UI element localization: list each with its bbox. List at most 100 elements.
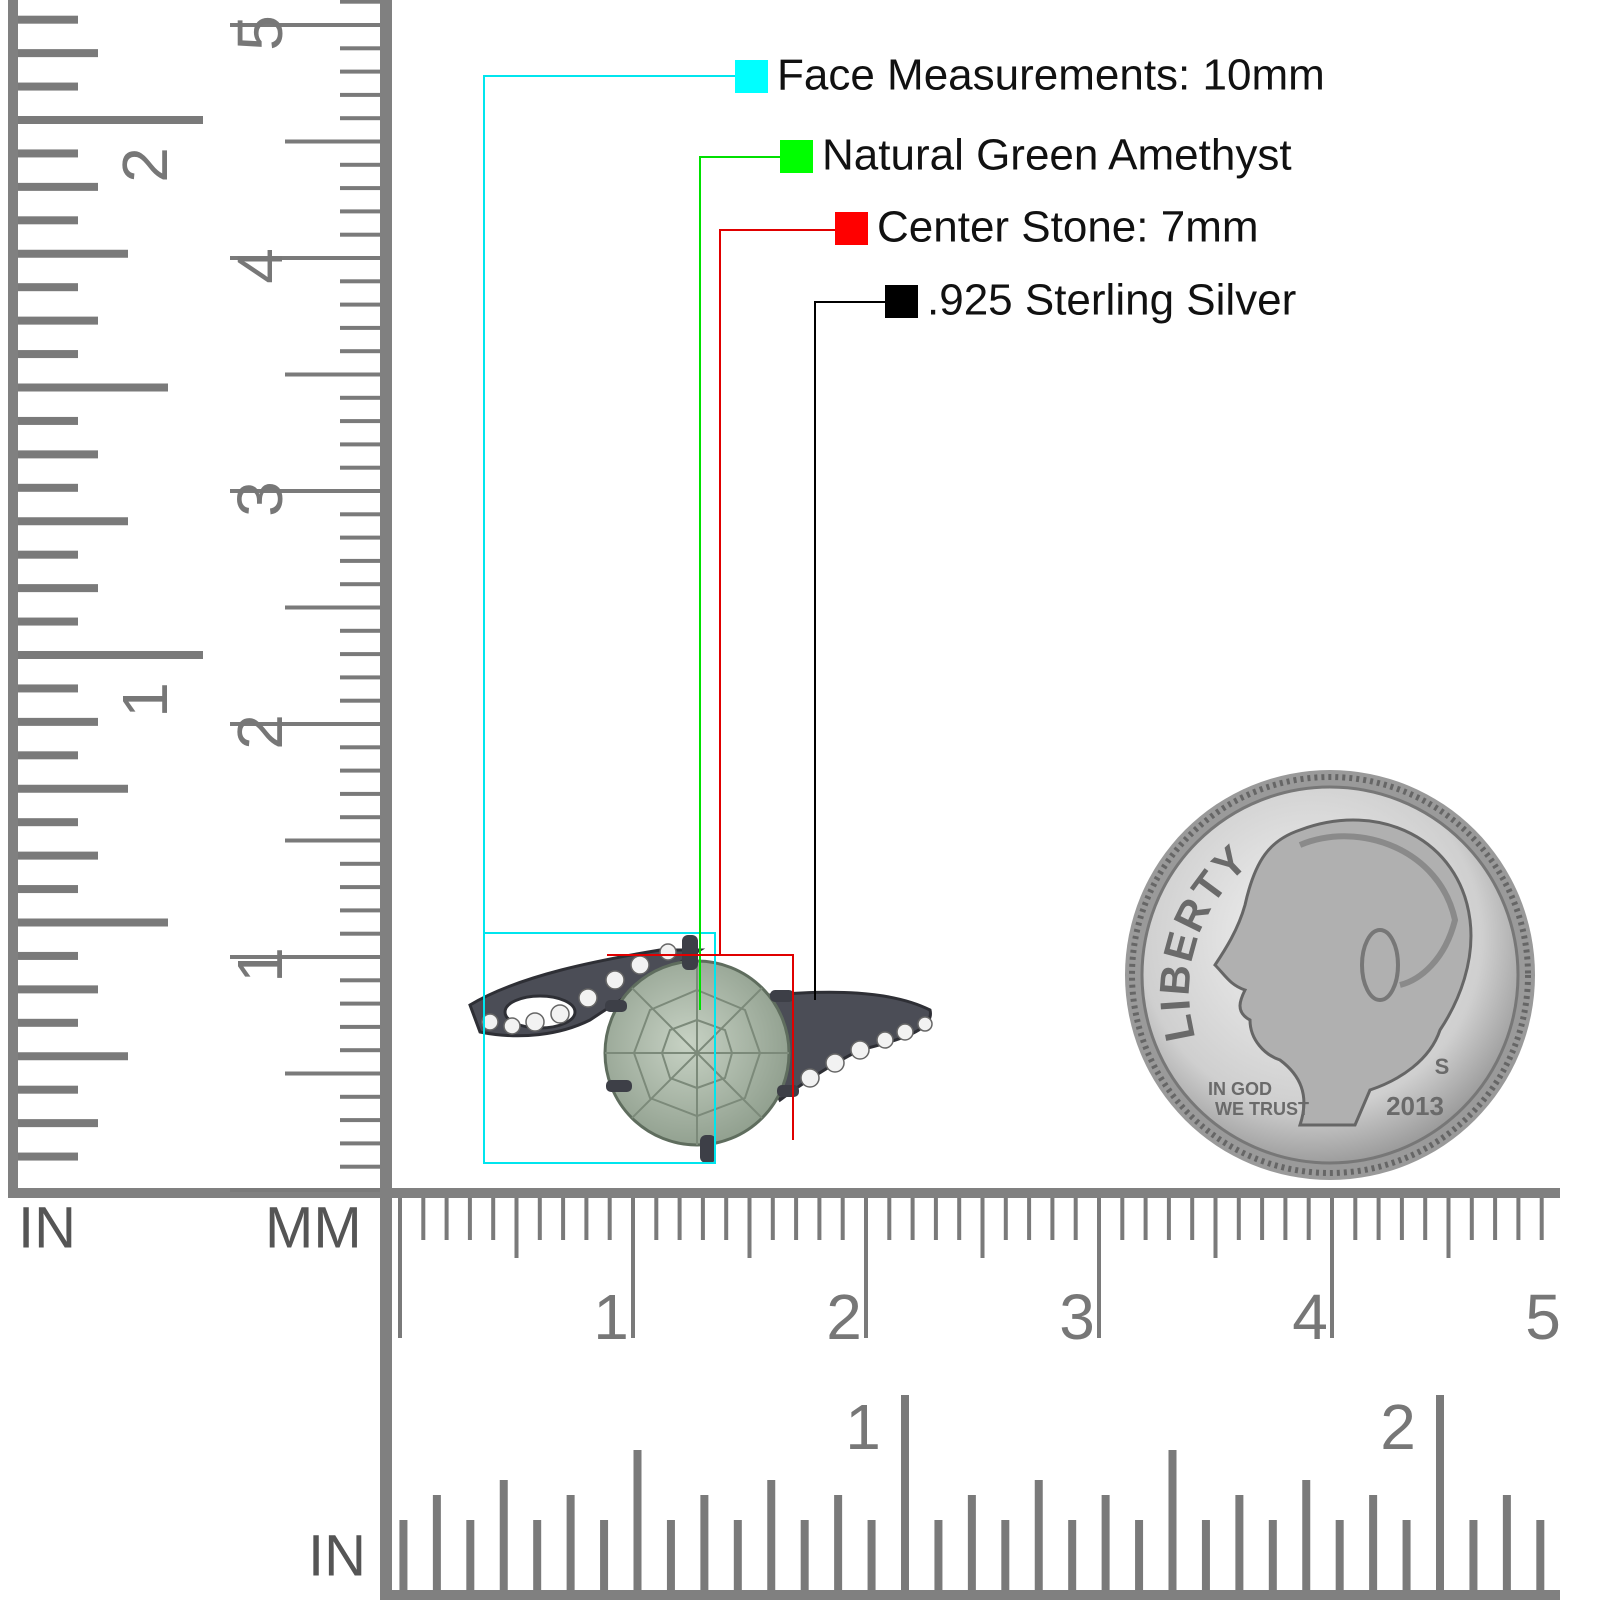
tick <box>840 1198 845 1240</box>
ruler-edge <box>8 1188 1560 1198</box>
rulers <box>8 0 1560 1600</box>
tick <box>747 1198 752 1258</box>
ruler-edge <box>8 0 18 1198</box>
tick <box>399 1520 408 1590</box>
tick <box>1446 1198 1451 1258</box>
tick <box>340 1141 380 1146</box>
tick <box>631 1198 635 1338</box>
tick <box>901 1395 909 1590</box>
tick <box>1283 1198 1288 1240</box>
tick <box>1335 1520 1344 1590</box>
tick <box>1120 1198 1125 1240</box>
tick <box>340 815 380 820</box>
tick <box>18 49 98 58</box>
legend-swatch <box>835 212 868 245</box>
tick <box>340 302 380 307</box>
tick <box>1168 1450 1177 1590</box>
tick <box>340 1094 380 1099</box>
tick <box>1260 1198 1265 1240</box>
tick <box>867 1520 876 1590</box>
tick <box>1536 1520 1545 1590</box>
tick <box>230 23 380 27</box>
tick <box>817 1198 822 1240</box>
tick <box>967 1495 976 1590</box>
tick <box>18 1119 98 1128</box>
tick <box>340 698 380 703</box>
ruler-label: 4 <box>1292 1281 1328 1353</box>
tick <box>1236 1198 1241 1240</box>
tick <box>230 489 380 493</box>
tick <box>700 1495 709 1590</box>
tick <box>230 256 380 260</box>
tick <box>444 1198 449 1240</box>
tick <box>1135 1520 1144 1590</box>
tick <box>677 1198 682 1240</box>
ruler-label: 1 <box>845 1391 881 1463</box>
tick <box>1539 1198 1544 1240</box>
unit-label: IN <box>18 1195 76 1260</box>
tick <box>18 149 78 158</box>
tick <box>1516 1198 1521 1240</box>
tick <box>340 1118 380 1123</box>
tick <box>340 628 380 633</box>
tick <box>285 1071 380 1076</box>
ruler-label: 2 <box>1380 1391 1416 1463</box>
tick <box>340 186 380 191</box>
tick <box>340 885 380 890</box>
tick <box>18 818 78 827</box>
tick <box>18 651 203 659</box>
tick <box>18 316 98 325</box>
tick <box>340 325 380 330</box>
tick <box>1402 1520 1411 1590</box>
coin-motto: WE TRUST <box>1215 1099 1309 1119</box>
tick <box>340 558 380 563</box>
tick <box>514 1198 519 1258</box>
tick <box>1034 1480 1043 1590</box>
tick <box>18 283 78 292</box>
tick <box>1143 1198 1148 1240</box>
tick <box>340 582 380 587</box>
ruler-label: 2 <box>826 1281 862 1353</box>
tick <box>1201 1520 1210 1590</box>
tick <box>700 1198 705 1240</box>
tick <box>18 717 98 726</box>
tick <box>340 232 380 237</box>
tick <box>18 1052 128 1061</box>
tick <box>1469 1198 1474 1240</box>
ruler-label: 1 <box>109 682 181 718</box>
tick <box>18 684 78 693</box>
tick <box>957 1198 962 1240</box>
ruler-label: 4 <box>224 248 296 284</box>
tick <box>18 249 128 258</box>
legend-label: Center Stone: 7mm <box>877 203 1259 252</box>
tick <box>18 885 78 894</box>
tick <box>340 791 380 796</box>
tick <box>584 1198 589 1240</box>
tick <box>340 1001 380 1006</box>
tick <box>491 1198 496 1240</box>
tick <box>1068 1520 1077 1590</box>
tick <box>18 116 203 124</box>
tick <box>1213 1198 1218 1258</box>
coin-mint-mark: S <box>1435 1054 1450 1079</box>
tick <box>18 550 78 559</box>
tick <box>1369 1495 1378 1590</box>
tick <box>18 951 78 960</box>
tick <box>770 1198 775 1240</box>
tick <box>499 1480 508 1590</box>
tick <box>887 1198 892 1240</box>
tick <box>340 861 380 866</box>
tick <box>1003 1198 1008 1240</box>
tick <box>654 1198 659 1240</box>
tick <box>18 517 128 526</box>
tick <box>230 955 380 959</box>
tick <box>340 768 380 773</box>
tick <box>18 784 128 793</box>
tick <box>533 1520 542 1590</box>
ruler-label: 2 <box>224 714 296 750</box>
tick <box>340 908 380 913</box>
tick <box>1399 1198 1404 1240</box>
tick <box>834 1495 843 1590</box>
coin: LIBERTY IN GOD WE TRUST 2013 S <box>1125 770 1535 1180</box>
